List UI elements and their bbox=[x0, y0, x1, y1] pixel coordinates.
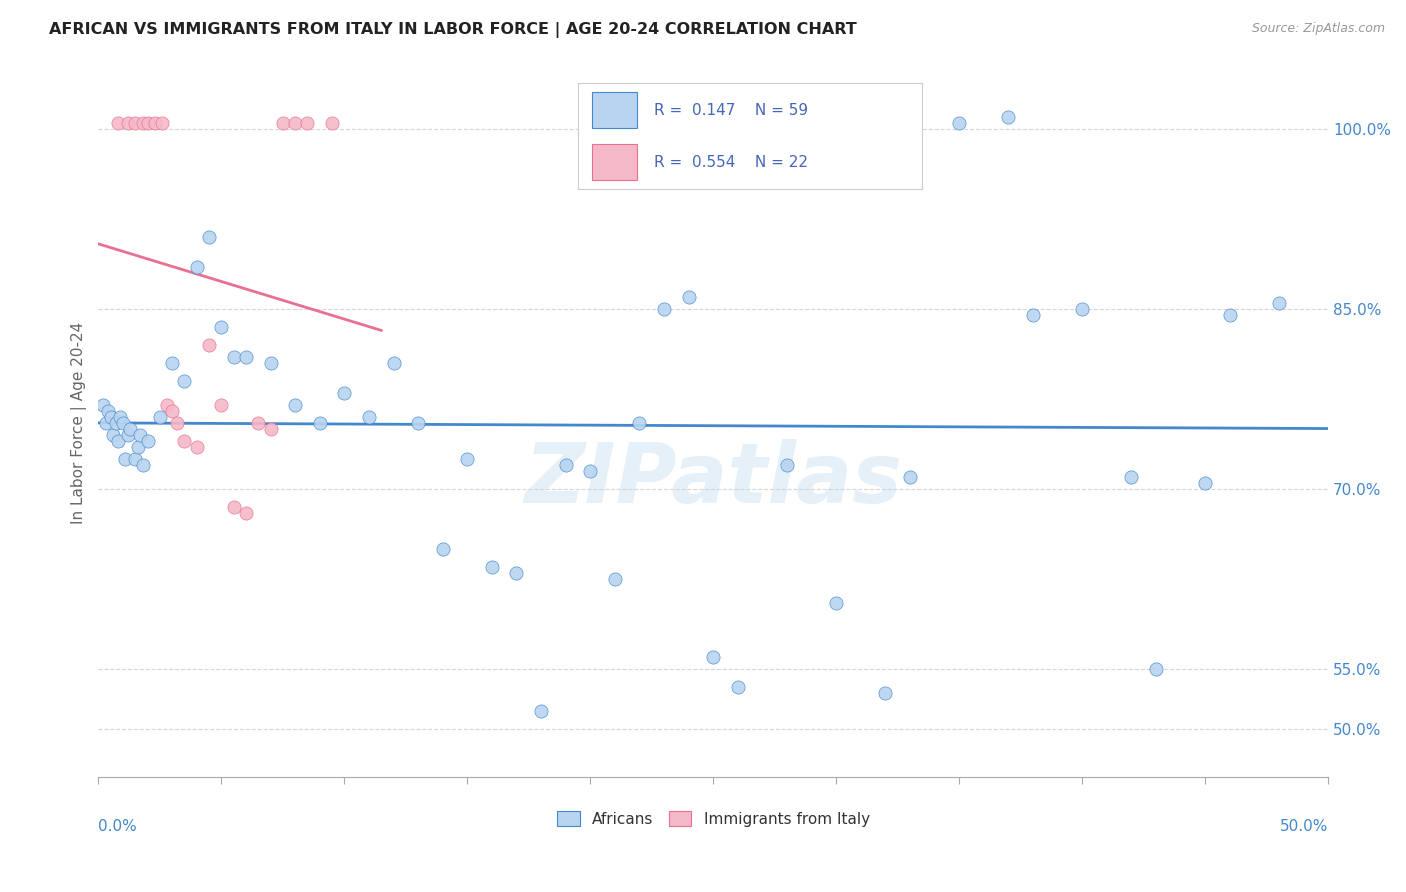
Point bbox=[432, 541, 454, 556]
Point bbox=[117, 115, 139, 129]
Point bbox=[209, 319, 232, 334]
Point bbox=[603, 572, 626, 586]
Point bbox=[1219, 308, 1241, 322]
Point bbox=[481, 559, 503, 574]
Point bbox=[198, 337, 221, 351]
Point bbox=[678, 289, 700, 303]
Point bbox=[129, 427, 152, 442]
Point bbox=[259, 355, 281, 369]
Y-axis label: In Labor Force | Age 20-24: In Labor Force | Age 20-24 bbox=[72, 321, 87, 524]
Point bbox=[382, 355, 405, 369]
Point bbox=[652, 301, 675, 316]
Point bbox=[259, 421, 281, 435]
Point bbox=[186, 440, 208, 454]
Point bbox=[91, 398, 114, 412]
Point bbox=[554, 458, 576, 472]
Point bbox=[235, 350, 257, 364]
Point bbox=[357, 409, 380, 424]
Point bbox=[136, 115, 159, 129]
Point bbox=[104, 416, 127, 430]
Point bbox=[1144, 662, 1167, 676]
Point bbox=[124, 451, 146, 466]
Point bbox=[186, 260, 208, 274]
Point bbox=[825, 596, 848, 610]
Point bbox=[297, 115, 319, 129]
Point bbox=[997, 110, 1019, 124]
Point bbox=[150, 115, 173, 129]
Point bbox=[530, 704, 553, 718]
Point bbox=[107, 115, 129, 129]
Text: ZIPatlas: ZIPatlas bbox=[524, 439, 903, 520]
Point bbox=[149, 409, 172, 424]
Point bbox=[143, 115, 166, 129]
Point bbox=[160, 355, 183, 369]
Text: 0.0%: 0.0% bbox=[98, 819, 138, 834]
Point bbox=[101, 427, 124, 442]
Point bbox=[406, 416, 429, 430]
Point bbox=[110, 409, 132, 424]
Point bbox=[505, 566, 527, 580]
Point bbox=[875, 686, 897, 700]
Point bbox=[160, 403, 183, 417]
Point bbox=[127, 440, 149, 454]
Point bbox=[222, 500, 245, 514]
Text: 50.0%: 50.0% bbox=[1279, 819, 1329, 834]
Point bbox=[111, 416, 134, 430]
Point bbox=[284, 398, 307, 412]
Point bbox=[97, 403, 120, 417]
Point bbox=[702, 649, 724, 664]
Point bbox=[136, 434, 159, 448]
Point bbox=[209, 398, 232, 412]
Point bbox=[222, 350, 245, 364]
Point bbox=[124, 115, 146, 129]
Point bbox=[198, 229, 221, 244]
Point bbox=[117, 427, 139, 442]
Text: AFRICAN VS IMMIGRANTS FROM ITALY IN LABOR FORCE | AGE 20-24 CORRELATION CHART: AFRICAN VS IMMIGRANTS FROM ITALY IN LABO… bbox=[49, 22, 858, 38]
Point bbox=[751, 115, 773, 129]
Legend: Africans, Immigrants from Italy: Africans, Immigrants from Italy bbox=[551, 805, 876, 833]
Point bbox=[156, 398, 179, 412]
Text: Source: ZipAtlas.com: Source: ZipAtlas.com bbox=[1251, 22, 1385, 36]
Point bbox=[173, 374, 195, 388]
Point bbox=[456, 451, 478, 466]
Point bbox=[727, 680, 749, 694]
Point bbox=[1121, 469, 1143, 483]
Point bbox=[247, 416, 270, 430]
Point bbox=[321, 115, 343, 129]
Point bbox=[1194, 475, 1216, 490]
Point bbox=[94, 416, 117, 430]
Point bbox=[948, 115, 970, 129]
Point bbox=[131, 115, 153, 129]
Point bbox=[120, 421, 142, 435]
Point bbox=[235, 506, 257, 520]
Point bbox=[898, 469, 921, 483]
Point bbox=[114, 451, 136, 466]
Point bbox=[107, 434, 129, 448]
Point bbox=[1022, 308, 1045, 322]
Point bbox=[284, 115, 307, 129]
Point bbox=[173, 434, 195, 448]
Point bbox=[776, 458, 799, 472]
Point bbox=[271, 115, 294, 129]
Point bbox=[628, 416, 651, 430]
Point bbox=[333, 385, 356, 400]
Point bbox=[100, 409, 122, 424]
Point bbox=[131, 458, 153, 472]
Point bbox=[308, 416, 330, 430]
Point bbox=[1268, 295, 1291, 310]
Point bbox=[579, 464, 602, 478]
Point bbox=[1071, 301, 1094, 316]
Point bbox=[166, 416, 188, 430]
